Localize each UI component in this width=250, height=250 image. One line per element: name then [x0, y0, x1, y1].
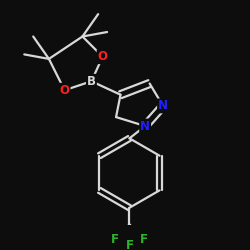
Text: F: F	[111, 232, 119, 245]
Text: N: N	[140, 120, 150, 132]
Text: B: B	[87, 75, 96, 88]
Text: F: F	[140, 232, 148, 245]
Text: O: O	[60, 84, 70, 97]
Text: N: N	[158, 100, 168, 112]
Text: O: O	[98, 50, 108, 63]
Text: F: F	[126, 239, 134, 250]
